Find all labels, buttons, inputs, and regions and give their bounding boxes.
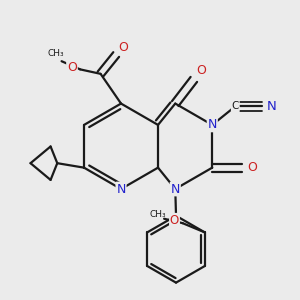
Text: O: O [118,40,128,54]
Text: N: N [266,100,276,113]
Text: C: C [232,101,239,111]
Text: O: O [248,161,257,174]
Text: CH₃: CH₃ [149,210,166,219]
Text: O: O [170,214,179,227]
Text: N: N [208,118,217,131]
Text: O: O [67,61,77,74]
Text: N: N [116,182,126,196]
Text: O: O [196,64,206,76]
Text: CH₃: CH₃ [48,49,64,58]
Text: N: N [171,182,180,196]
